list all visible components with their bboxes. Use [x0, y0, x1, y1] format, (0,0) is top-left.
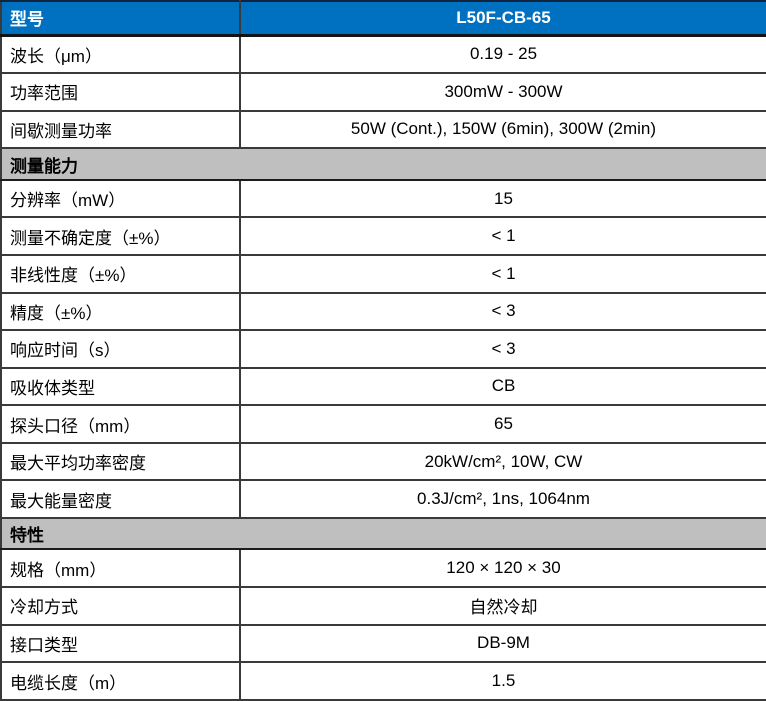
spec-label: 测量不确定度（±%）: [0, 216, 241, 256]
spec-label: 分辨率（mW）: [0, 178, 241, 219]
spec-value: 20kW/cm², 10W, CW: [239, 441, 766, 482]
spec-label: 精度（±%）: [0, 291, 241, 332]
spec-label: 功率范围: [0, 72, 241, 112]
spec-value: DB-9M: [239, 623, 766, 664]
spec-label: 电缆长度（m）: [0, 661, 241, 701]
section-title: 特性: [0, 516, 766, 551]
spec-label: 冷却方式: [0, 586, 241, 626]
section-header-measurement: 测量能力: [0, 147, 766, 181]
spec-value: 自然冷却: [239, 586, 766, 626]
spec-value: 50W (Cont.), 150W (6min), 300W (2min): [239, 109, 766, 150]
spec-label: 最大能量密度: [0, 479, 241, 519]
table-row-power-range: 功率范围 300mW - 300W: [0, 72, 766, 112]
spec-value: < 1: [239, 253, 766, 294]
spec-value: CB: [239, 366, 766, 407]
table-row-uncertainty: 测量不确定度（±%） < 1: [0, 216, 766, 256]
table-row-model: 型号 L50F-CB-65: [0, 0, 766, 37]
table-row-nonlinearity: 非线性度（±%） < 1: [0, 253, 766, 294]
spec-value: 0.3J/cm², 1ns, 1064nm: [239, 479, 766, 519]
table-row-connector-type: 接口类型 DB-9M: [0, 623, 766, 664]
spec-value: < 1: [239, 216, 766, 256]
table-row-cable-length: 电缆长度（m） 1.5: [0, 661, 766, 701]
table-row-cooling: 冷却方式 自然冷却: [0, 586, 766, 626]
section-title: 测量能力: [0, 147, 766, 181]
spec-value: 1.5: [239, 661, 766, 701]
spec-label: 最大平均功率密度: [0, 441, 241, 482]
spec-label: 规格（mm）: [0, 548, 241, 589]
spec-label: 非线性度（±%）: [0, 253, 241, 294]
spec-value: 0.19 - 25: [239, 34, 766, 75]
table-row-absorber-type: 吸收体类型 CB: [0, 366, 766, 407]
model-header-label: 型号: [0, 0, 241, 37]
spec-label: 接口类型: [0, 623, 241, 664]
spec-value: 15: [239, 178, 766, 219]
spec-label: 波长（μm）: [0, 34, 241, 75]
table-row-max-power-density: 最大平均功率密度 20kW/cm², 10W, CW: [0, 441, 766, 482]
spec-value: 65: [239, 404, 766, 444]
spec-value: < 3: [239, 291, 766, 332]
table-row-accuracy: 精度（±%） < 3: [0, 291, 766, 332]
model-header-value: L50F-CB-65: [239, 0, 766, 37]
spec-value: 120 × 120 × 30: [239, 548, 766, 589]
spec-label: 间歇测量功率: [0, 109, 241, 150]
table-row-dimensions: 规格（mm） 120 × 120 × 30: [0, 548, 766, 589]
spec-label: 吸收体类型: [0, 366, 241, 407]
table-row-max-energy-density: 最大能量密度 0.3J/cm², 1ns, 1064nm: [0, 479, 766, 519]
spec-value: < 3: [239, 329, 766, 369]
table-row-resolution: 分辨率（mW） 15: [0, 178, 766, 219]
table-row-aperture: 探头口径（mm） 65: [0, 404, 766, 444]
spec-label: 响应时间（s）: [0, 329, 241, 369]
spec-label: 探头口径（mm）: [0, 404, 241, 444]
section-header-features: 特性: [0, 516, 766, 551]
table-row-wavelength: 波长（μm） 0.19 - 25: [0, 34, 766, 75]
table-row-response-time: 响应时间（s） < 3: [0, 329, 766, 369]
spec-value: 300mW - 300W: [239, 72, 766, 112]
table-row-intermittent-power: 间歇测量功率 50W (Cont.), 150W (6min), 300W (2…: [0, 109, 766, 150]
